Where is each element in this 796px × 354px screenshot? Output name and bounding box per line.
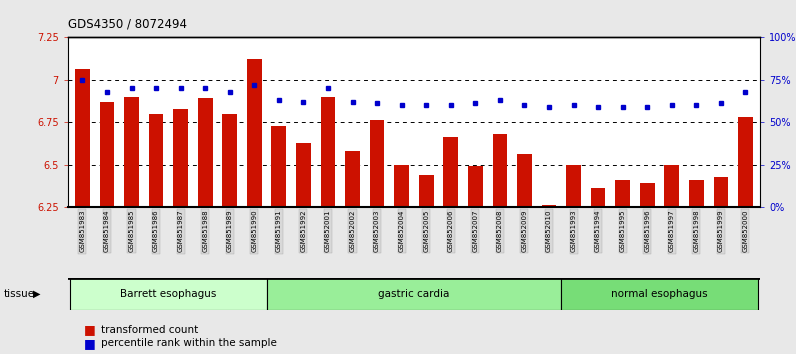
Bar	[468, 166, 482, 207]
Bar	[247, 59, 262, 207]
Bar	[665, 165, 679, 207]
Text: transformed count: transformed count	[101, 325, 198, 335]
Bar	[541, 205, 556, 207]
Bar	[640, 183, 654, 207]
Bar	[713, 177, 728, 207]
Text: ▶: ▶	[33, 289, 41, 299]
Text: gastric cardia: gastric cardia	[378, 289, 450, 299]
Bar	[296, 143, 310, 207]
Bar	[738, 117, 753, 207]
Bar	[566, 165, 581, 207]
Bar	[561, 278, 758, 310]
Bar	[70, 278, 267, 310]
Text: ■: ■	[84, 324, 96, 336]
Bar	[271, 126, 287, 207]
Bar	[174, 109, 188, 207]
Bar	[100, 102, 115, 207]
Bar	[615, 180, 630, 207]
Bar	[149, 114, 163, 207]
Bar	[321, 97, 335, 207]
Bar	[419, 175, 434, 207]
Text: percentile rank within the sample: percentile rank within the sample	[101, 338, 277, 348]
Bar	[394, 165, 409, 207]
Bar	[591, 188, 606, 207]
Bar	[443, 137, 458, 207]
Bar	[493, 134, 507, 207]
Text: normal esophagus: normal esophagus	[611, 289, 708, 299]
Text: GDS4350 / 8072494: GDS4350 / 8072494	[68, 17, 186, 30]
Bar	[222, 114, 237, 207]
Bar	[75, 69, 90, 207]
Bar	[517, 154, 532, 207]
Bar	[689, 180, 704, 207]
Bar	[124, 97, 139, 207]
Bar	[267, 278, 561, 310]
Bar	[345, 151, 360, 207]
Bar	[198, 98, 213, 207]
Text: tissue: tissue	[4, 289, 35, 299]
Bar	[369, 120, 384, 207]
Text: ■: ■	[84, 337, 96, 350]
Text: Barrett esophagus: Barrett esophagus	[120, 289, 217, 299]
